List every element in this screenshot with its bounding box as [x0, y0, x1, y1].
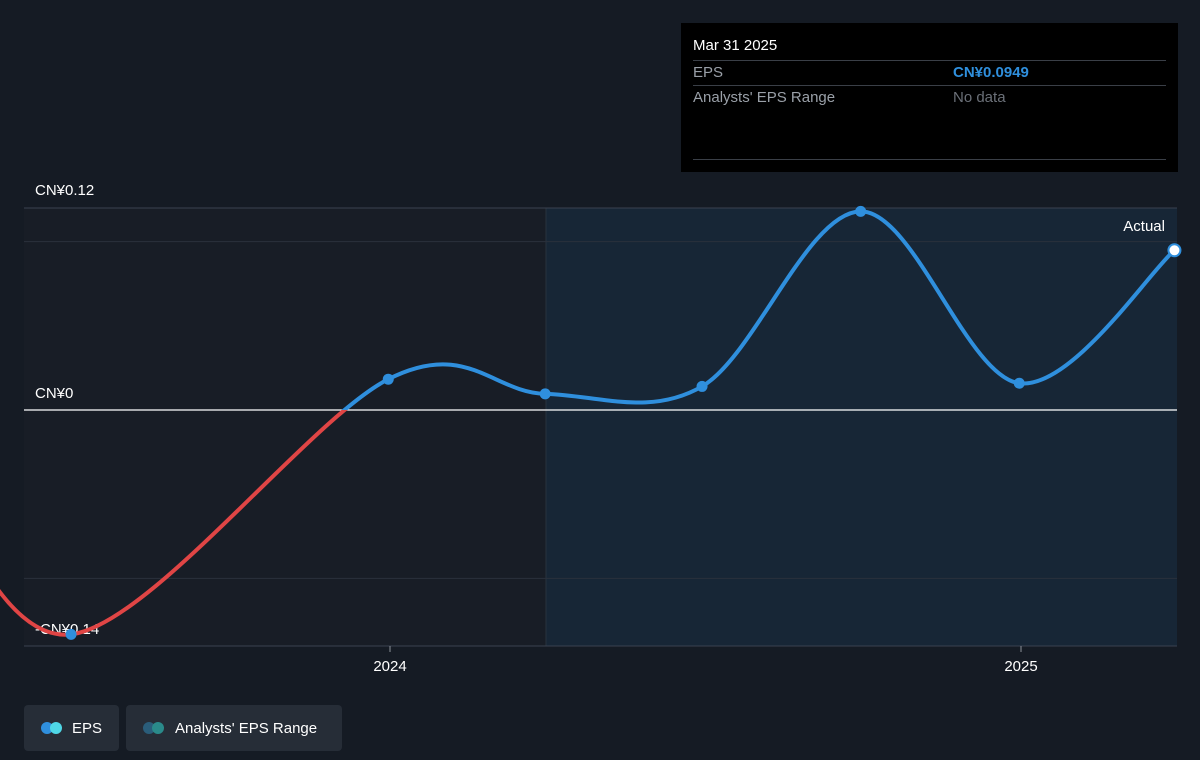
tooltip-range-value: No data: [953, 89, 1006, 106]
legend-eps-button[interactable]: EPS: [24, 705, 119, 751]
y-tick-label: CN¥0.12: [35, 182, 94, 199]
tooltip-eps-label: EPS: [693, 64, 724, 81]
legend-range-button[interactable]: Analysts' EPS Range: [126, 705, 342, 751]
eps-point: [539, 388, 551, 400]
range-legend-icon: [143, 722, 165, 734]
eps-legend-icon: [41, 722, 62, 734]
eps-point: [696, 380, 708, 392]
eps-point: [1167, 243, 1182, 258]
tooltip-date: Mar 31 2025: [693, 37, 778, 54]
x-tick-label: 2024: [373, 658, 406, 675]
eps-line-negative: [0, 410, 348, 637]
tooltip-eps-value: CN¥0.0949: [953, 64, 1029, 81]
x-tick-label: 2025: [1004, 658, 1037, 675]
past-region: [24, 208, 546, 646]
y-tick-label: CN¥0: [35, 385, 73, 402]
legend-range-label: Analysts' EPS Range: [175, 719, 318, 737]
recent-region: [546, 208, 1177, 646]
tooltip-divider: [693, 159, 1166, 160]
legend-eps-label: EPS: [71, 719, 102, 737]
tooltip-eps-row: EPS CN¥0.0949: [693, 60, 1166, 85]
eps-point: [1013, 377, 1025, 389]
eps-line-positive: [341, 209, 1177, 410]
eps-point: [382, 373, 394, 385]
tooltip: Mar 31 2025 EPS CN¥0.0949 Analysts' EPS …: [681, 23, 1178, 172]
eps-point: [65, 628, 77, 640]
tooltip-range-label: Analysts' EPS Range: [693, 89, 836, 106]
tooltip-range-row: Analysts' EPS Range No data: [693, 85, 1166, 110]
eps-point: [855, 205, 867, 217]
actual-label: Actual: [1123, 218, 1165, 235]
